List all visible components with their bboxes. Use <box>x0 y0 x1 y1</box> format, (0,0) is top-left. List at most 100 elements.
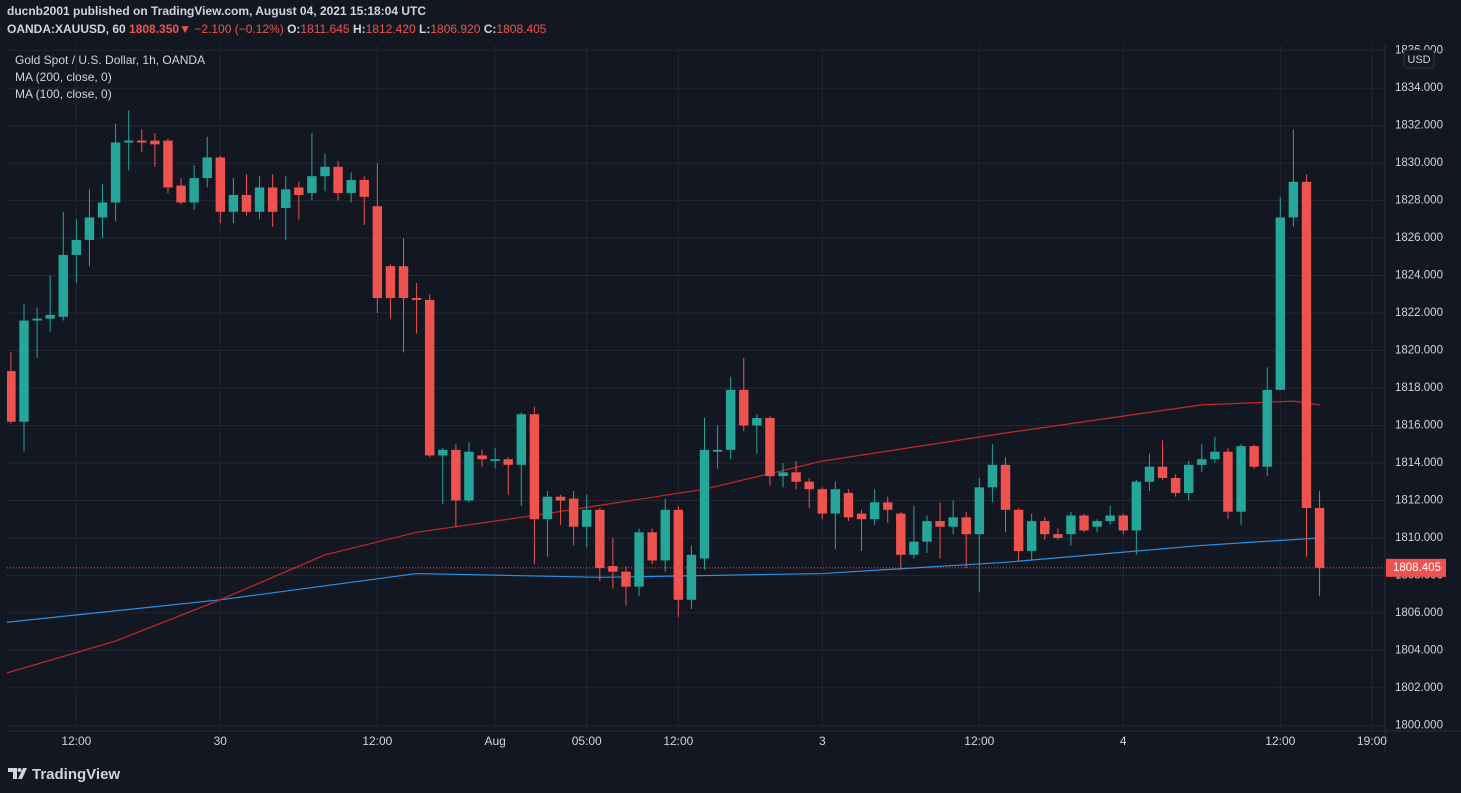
candle-body <box>712 449 723 452</box>
candle-body <box>922 521 932 542</box>
candle-body <box>424 299 435 456</box>
candle-body <box>791 472 801 482</box>
y-tick-label: 1800.000 <box>1395 719 1443 731</box>
candle-body <box>974 487 985 535</box>
symbol-line: OANDA:XAUUSD, 60 1808.350▼ −2.100 (−0.12… <box>7 22 547 36</box>
candle-body <box>1275 217 1286 390</box>
candle-body <box>307 176 317 194</box>
candle-body <box>686 554 697 600</box>
candle-body <box>1170 477 1181 493</box>
change: −2.100 (−0.12%) <box>194 22 283 36</box>
candle-body <box>110 142 121 203</box>
candle-body <box>673 509 684 600</box>
candle-body <box>987 464 998 488</box>
candle-body <box>1262 389 1272 467</box>
plot <box>7 110 1385 674</box>
y-tick-label: 1818.000 <box>1395 382 1443 394</box>
axes: 1800.0001802.0001804.0001806.0001808.000… <box>61 45 1446 748</box>
ohlc-value: 1812.420 <box>366 22 416 36</box>
candle-body <box>1314 507 1325 568</box>
candle-body <box>883 502 893 510</box>
candle-body <box>150 140 160 145</box>
candle-body <box>843 492 854 518</box>
x-tick-label: 12:00 <box>964 734 994 748</box>
x-tick-label: 12:00 <box>362 734 392 748</box>
logo <box>8 768 27 779</box>
x-tick-label: 05:00 <box>572 734 602 748</box>
candle-body <box>817 489 827 514</box>
published-line: ducnb2001 published on TradingView.com, … <box>7 4 426 18</box>
y-tick-label: 1824.000 <box>1395 270 1443 282</box>
candle-body <box>385 266 396 299</box>
last-price-label: 1808.405 <box>1393 562 1441 574</box>
y-tick-label: 1816.000 <box>1395 420 1443 432</box>
ohlc-key: O: <box>287 22 300 36</box>
y-tick-label: 1810.000 <box>1395 532 1443 544</box>
candle-body <box>189 178 199 203</box>
candle-body <box>1013 509 1024 552</box>
candle-body <box>1157 466 1168 478</box>
change-arrow: ▼ <box>179 22 191 36</box>
candle-body <box>1210 451 1220 460</box>
candle-body <box>1040 521 1050 535</box>
candle-body <box>438 449 448 456</box>
candle-body <box>1183 464 1194 493</box>
candle-body <box>542 496 553 520</box>
candle-body <box>490 459 500 462</box>
x-tick-label: 4 <box>1120 734 1127 748</box>
candle-body <box>1223 451 1233 512</box>
candle-body <box>516 414 527 465</box>
y-tick-label: 1832.000 <box>1395 120 1443 132</box>
candle-body <box>254 187 265 212</box>
candle-body <box>896 513 906 555</box>
y-tick-label: 1806.000 <box>1395 607 1443 619</box>
y-tick-label: 1802.000 <box>1395 682 1443 694</box>
ma-line <box>7 400 1320 674</box>
y-tick-label: 1830.000 <box>1395 157 1443 169</box>
candle-body <box>372 206 383 299</box>
ma-line <box>7 537 1320 623</box>
grid <box>7 45 1385 731</box>
legend-entry: MA (200, close, 0) <box>15 70 112 84</box>
candle-body <box>228 194 239 212</box>
candle-body <box>725 389 736 450</box>
y-tick-label: 1822.000 <box>1395 307 1443 319</box>
candle-body <box>856 513 867 520</box>
ohlc-key: C: <box>484 22 497 36</box>
chart-title: Gold Spot / U.S. Dollar, 1h, OANDA <box>15 53 205 67</box>
candle-body <box>1092 521 1102 527</box>
candle-body <box>411 298 422 300</box>
candle-body <box>752 417 762 426</box>
y-tick-label: 1834.000 <box>1395 82 1443 94</box>
candle-body <box>7 371 16 422</box>
x-tick-label: 12:00 <box>1265 734 1295 748</box>
candle-body <box>582 509 592 527</box>
x-tick-label: 30 <box>214 734 228 748</box>
candle-body <box>503 459 513 465</box>
candle-body <box>346 179 356 194</box>
candle-body <box>176 185 186 203</box>
candle-body <box>804 481 814 490</box>
candle-body <box>739 389 749 426</box>
legend-entry: MA (100, close, 0) <box>15 87 112 101</box>
candle-body <box>608 566 618 572</box>
candle-body <box>1118 515 1128 531</box>
y-tick-label: 1804.000 <box>1395 644 1443 656</box>
ohlc-key: H: <box>353 22 366 36</box>
candle-body <box>699 449 710 559</box>
candle-body <box>869 502 880 520</box>
candle-body <box>333 166 343 194</box>
candle-body <box>163 140 173 188</box>
candle-body <box>935 521 945 527</box>
ohlc-value: 1806.920 <box>430 22 480 36</box>
candle-body <box>1236 446 1246 512</box>
y-tick-label: 1820.000 <box>1395 345 1443 357</box>
candle-body <box>58 254 68 317</box>
candle-body <box>451 449 461 501</box>
candle-body <box>32 318 42 321</box>
candle-body <box>634 532 644 587</box>
x-tick-label: Aug <box>484 734 505 748</box>
candle-body <box>215 157 226 212</box>
candle-body <box>1144 466 1155 482</box>
